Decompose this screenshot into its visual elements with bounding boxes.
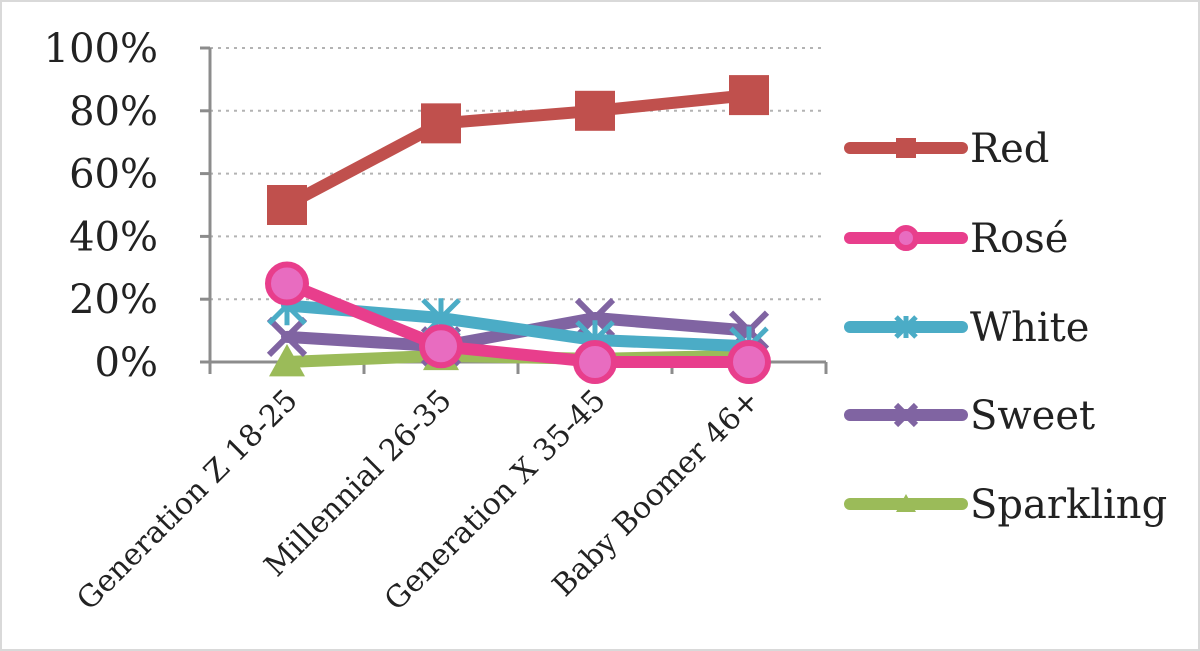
legend-label: Rosé [970, 216, 1068, 262]
data-point-sweet [266, 316, 308, 358]
data-point-rose [727, 340, 771, 384]
y-tick-label: 100% [44, 26, 158, 72]
data-point-sparkling [269, 344, 305, 377]
y-tick-label: 0% [95, 340, 158, 386]
data-point-red [729, 75, 769, 116]
series-line-rose [281, 277, 755, 368]
y-tick-label: 40% [69, 214, 158, 260]
legend-label: Sweet [970, 393, 1095, 439]
x-tick-label: Generation Z 18-25 [70, 383, 304, 617]
data-point-rose [265, 261, 309, 306]
legend-item-white: White [844, 305, 1089, 351]
legend-marker [894, 315, 918, 339]
legend-label: White [970, 305, 1089, 351]
y-tick-labels: 0% 20% 40% 60% 80% 100% [44, 26, 158, 386]
series-line-red [281, 89, 755, 211]
legend-marker [896, 138, 916, 158]
series-red [267, 75, 769, 225]
legend-marker [893, 225, 919, 251]
y-tick-label: 80% [69, 89, 158, 135]
legend-item-red: Red [844, 126, 1049, 172]
series-rose [265, 261, 771, 384]
legend-label: Red [970, 126, 1049, 172]
data-point-red [267, 185, 307, 225]
legend-item-rose: Rosé [844, 216, 1068, 262]
legend-item-sparkling: Sparkling [844, 482, 1167, 528]
data-point-rose [419, 324, 463, 369]
series-group [265, 75, 771, 384]
legend-item-sweet: Sweet [844, 393, 1095, 439]
data-point-red [575, 90, 615, 131]
legend: Red Rosé White Sweet Sparkling [844, 126, 1167, 528]
y-tick-label: 20% [69, 277, 158, 323]
data-point-red [421, 103, 461, 144]
legend-label: Sparkling [970, 482, 1167, 528]
y-tick-label: 60% [69, 152, 158, 198]
gridlines [210, 47, 826, 301]
legend-marker [893, 402, 919, 428]
legend-marker [896, 494, 916, 512]
data-point-rose [573, 340, 617, 384]
